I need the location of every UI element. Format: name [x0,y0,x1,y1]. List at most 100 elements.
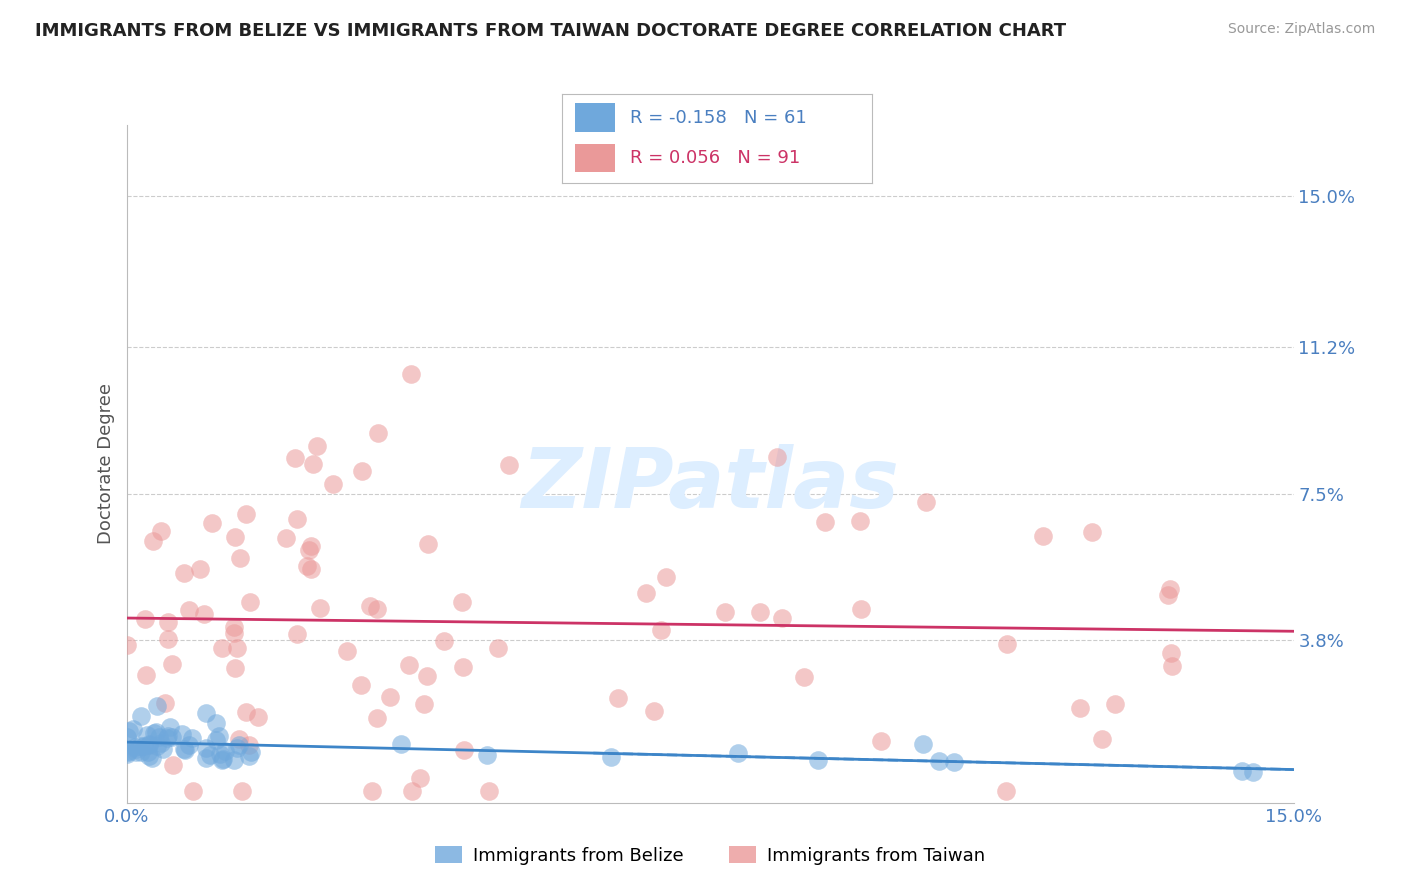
Point [115,747,138,761]
Point [295,558,318,573]
Text: ZIPatlas: ZIPatlas [522,443,898,524]
Point [195,706,218,720]
Point [138,738,160,752]
Point [134,739,156,754]
Point [389,737,412,751]
Point [1081,525,1104,540]
Point [748,605,770,619]
Point [305,440,328,454]
Point [128,739,150,753]
FancyBboxPatch shape [575,103,614,132]
Point [224,753,246,767]
Point [995,637,1018,651]
Point [198,748,221,763]
FancyBboxPatch shape [575,144,614,172]
Point [416,669,439,683]
Point [207,729,229,743]
Point [145,699,167,714]
Point [162,730,184,744]
Point [869,734,891,748]
Point [1159,582,1181,597]
Point [201,516,224,531]
Point [599,750,621,764]
Point [235,508,257,522]
Point [1241,765,1264,780]
Point [302,457,325,471]
Point [143,726,166,740]
Legend: Immigrants from Belize, Immigrants from Taiwan: Immigrants from Belize, Immigrants from … [427,838,993,871]
Point [398,658,420,673]
Point [912,737,935,751]
Point [149,736,172,750]
Point [432,634,454,648]
Point [156,730,179,744]
Point [451,659,474,673]
Point [238,748,260,763]
Point [1157,589,1180,603]
Point [928,754,950,768]
Point [194,751,217,765]
Point [224,529,246,543]
Point [152,741,174,756]
Point [1160,646,1182,660]
Point [229,550,252,565]
Point [1069,701,1091,715]
Point [655,570,678,584]
Point [453,743,475,757]
Text: R = 0.056   N = 91: R = 0.056 N = 91 [630,149,800,167]
Point [231,784,253,798]
Point [1090,732,1112,747]
Point [409,771,432,785]
Point [943,755,966,769]
Point [115,730,138,744]
Point [118,723,141,738]
Y-axis label: Doctorate Degree: Doctorate Degree [97,384,115,544]
Point [188,562,211,576]
Point [228,738,250,752]
Point [145,725,167,739]
Point [159,720,181,734]
Text: IMMIGRANTS FROM BELIZE VS IMMIGRANTS FROM TAIWAN DOCTORATE DEGREE CORRELATION CH: IMMIGRANTS FROM BELIZE VS IMMIGRANTS FRO… [35,22,1066,40]
Point [607,690,630,705]
Point [274,531,297,545]
Point [173,742,195,756]
Point [1230,764,1253,778]
Point [224,620,246,634]
Point [399,368,422,382]
Point [211,640,233,655]
Point [228,731,250,746]
Point [498,458,520,472]
Point [650,623,672,637]
Point [224,661,246,675]
Point [150,524,173,538]
Point [160,657,183,672]
Point [849,514,872,528]
Point [994,784,1017,798]
Point [194,741,217,756]
Point [336,644,359,658]
Point [155,696,177,710]
Point [297,543,319,558]
Text: Source: ZipAtlas.com: Source: ZipAtlas.com [1227,22,1375,37]
Point [350,464,373,478]
Point [146,739,169,753]
Point [211,752,233,766]
Point [134,612,156,626]
Point [486,640,509,655]
Point [285,512,308,526]
Point [136,728,159,742]
Point [156,615,179,629]
Point [117,745,139,759]
Point [136,745,159,759]
Point [766,450,789,464]
Point [308,601,330,615]
Point [634,586,657,600]
Point [367,425,389,440]
Point [179,603,201,617]
Point [807,753,830,767]
Point [170,727,193,741]
Point [361,784,384,798]
Point [475,748,498,763]
Point [359,599,381,613]
Point [173,566,195,580]
